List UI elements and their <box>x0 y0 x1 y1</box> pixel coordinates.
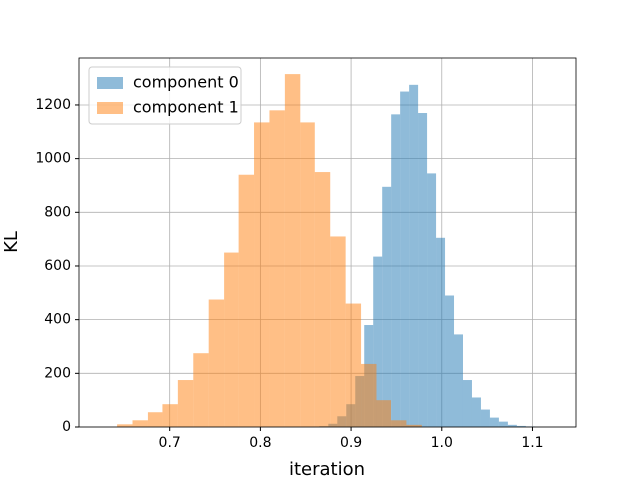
bar <box>373 256 383 427</box>
legend-label: component 1 <box>133 98 239 117</box>
x-axis-label: iteration <box>289 459 365 480</box>
bar <box>117 424 133 427</box>
plot-frame <box>78 57 577 428</box>
y-tick-label: 600 <box>44 258 71 274</box>
bar <box>418 113 428 428</box>
y-tick-label: 200 <box>44 365 71 381</box>
bar <box>480 409 490 427</box>
bar <box>436 237 446 427</box>
y-tick-label: 400 <box>44 312 71 328</box>
bar <box>406 424 422 427</box>
bar <box>462 380 472 427</box>
legend-box <box>88 66 242 125</box>
bar <box>382 186 392 427</box>
bar <box>391 114 401 428</box>
bar <box>471 397 481 427</box>
y-tick-label: 800 <box>44 204 71 220</box>
bar <box>254 122 270 427</box>
y-tick-label: 0 <box>62 419 71 435</box>
bar <box>498 421 508 427</box>
y-tick-label: 1200 <box>35 97 71 113</box>
y-tick-label: 1000 <box>35 151 71 167</box>
x-tick-label: 0.7 <box>159 435 181 451</box>
bar <box>284 74 301 428</box>
bar <box>345 303 362 427</box>
y-axis-label: KL <box>1 231 22 253</box>
bar <box>238 174 255 427</box>
bar <box>454 334 463 427</box>
legend-swatch <box>97 102 123 114</box>
bar <box>208 299 225 427</box>
bar <box>314 172 331 427</box>
bar <box>427 173 437 427</box>
bar <box>376 400 391 427</box>
bar <box>400 91 410 427</box>
bar <box>390 420 407 427</box>
x-tick-label: 0.8 <box>249 435 271 451</box>
legend-label: component 0 <box>133 73 239 92</box>
bar <box>516 425 526 427</box>
legend-swatch <box>97 77 123 89</box>
bar <box>224 252 239 427</box>
bar <box>193 353 209 427</box>
x-tick-label: 1.1 <box>521 435 543 451</box>
bar <box>330 236 346 427</box>
bar <box>409 84 419 427</box>
bar <box>132 420 148 427</box>
bar <box>507 424 517 427</box>
bar <box>162 404 178 427</box>
bar <box>361 363 377 427</box>
bar <box>489 417 499 427</box>
bar <box>445 295 455 427</box>
x-tick-label: 0.9 <box>340 435 362 451</box>
x-tick-label: 1.0 <box>431 435 453 451</box>
bar <box>300 122 315 427</box>
bar <box>147 412 163 427</box>
bar <box>177 380 194 427</box>
bar <box>269 110 285 428</box>
